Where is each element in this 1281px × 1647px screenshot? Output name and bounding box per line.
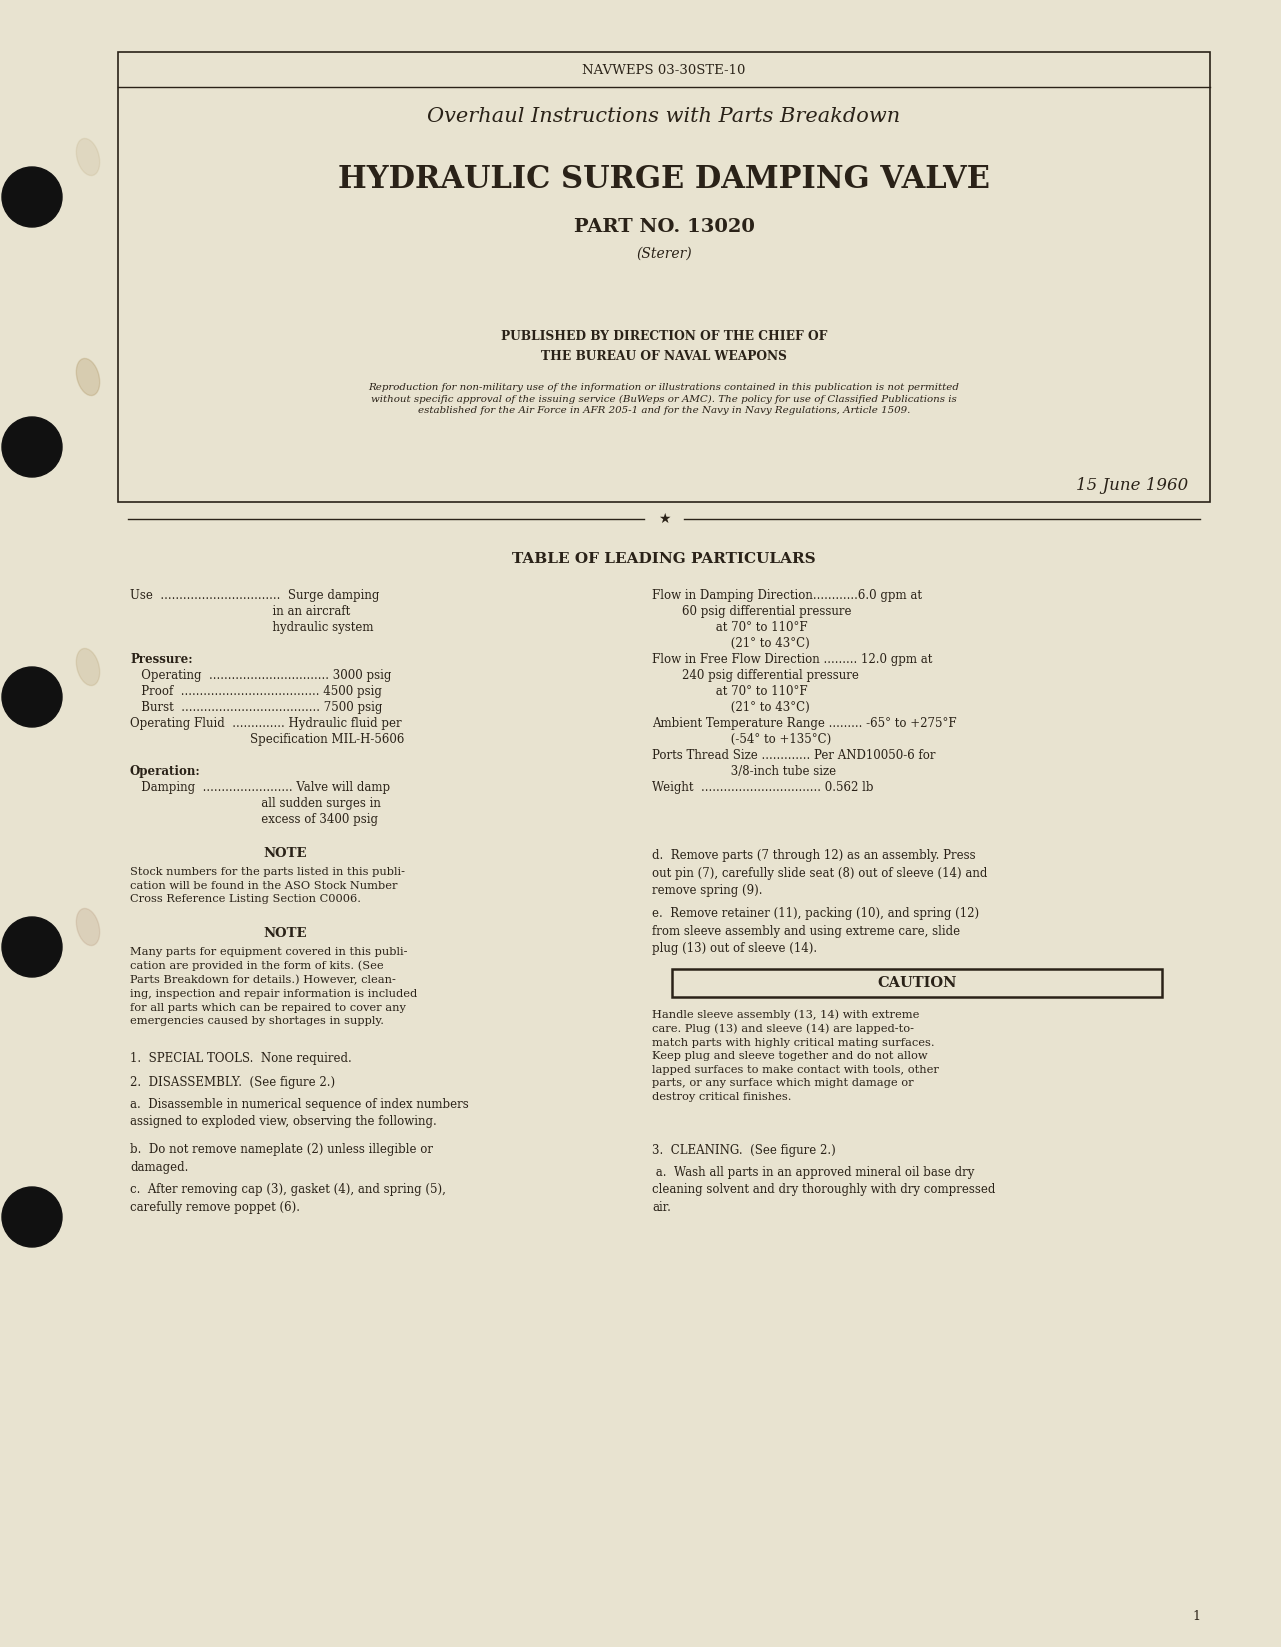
Text: 240 psig differential pressure: 240 psig differential pressure xyxy=(652,669,858,682)
Text: Stock numbers for the parts listed in this publi-
cation will be found in the AS: Stock numbers for the parts listed in th… xyxy=(129,866,405,904)
Text: THE BUREAU OF NAVAL WEAPONS: THE BUREAU OF NAVAL WEAPONS xyxy=(541,351,787,364)
Text: Ports Thread Size ............. Per AND10050-6 for: Ports Thread Size ............. Per AND1… xyxy=(652,749,935,763)
Ellipse shape xyxy=(77,909,100,945)
Ellipse shape xyxy=(77,359,100,395)
Text: Burst  ..................................... 7500 psig: Burst ..................................… xyxy=(129,702,382,715)
Text: NOTE: NOTE xyxy=(264,847,306,860)
Bar xyxy=(673,968,1162,996)
Text: HYDRAULIC SURGE DAMPING VALVE: HYDRAULIC SURGE DAMPING VALVE xyxy=(338,163,990,194)
Text: 3.  CLEANING.  (See figure 2.): 3. CLEANING. (See figure 2.) xyxy=(652,1145,835,1156)
Text: TABLE OF LEADING PARTICULARS: TABLE OF LEADING PARTICULARS xyxy=(512,552,816,567)
Text: Proof  ..................................... 4500 psig: Proof ..................................… xyxy=(129,685,382,698)
Text: a.  Disassemble in numerical sequence of index numbers
assigned to exploded view: a. Disassemble in numerical sequence of … xyxy=(129,1099,469,1128)
Text: (21° to 43°C): (21° to 43°C) xyxy=(652,702,810,715)
Text: 60 psig differential pressure: 60 psig differential pressure xyxy=(652,604,852,618)
Circle shape xyxy=(3,667,61,726)
Circle shape xyxy=(3,166,61,227)
Text: Reproduction for non-military use of the information or illustrations contained : Reproduction for non-military use of the… xyxy=(369,382,959,415)
Text: PART NO. 13020: PART NO. 13020 xyxy=(574,217,755,236)
Text: Flow in Free Flow Direction ......... 12.0 gpm at: Flow in Free Flow Direction ......... 12… xyxy=(652,652,933,665)
Text: Ambient Temperature Range ......... -65° to +275°F: Ambient Temperature Range ......... -65°… xyxy=(652,716,957,730)
Text: excess of 3400 psig: excess of 3400 psig xyxy=(129,814,378,827)
Text: Operation:: Operation: xyxy=(129,764,201,777)
Text: 1: 1 xyxy=(1193,1611,1200,1624)
Text: Flow in Damping Direction............6.0 gpm at: Flow in Damping Direction............6.0… xyxy=(652,590,922,603)
Text: Many parts for equipment covered in this publi-
cation are provided in the form : Many parts for equipment covered in this… xyxy=(129,947,418,1026)
Text: (Sterer): (Sterer) xyxy=(637,247,692,260)
Text: (-54° to +135°C): (-54° to +135°C) xyxy=(652,733,831,746)
Circle shape xyxy=(3,417,61,478)
Text: (21° to 43°C): (21° to 43°C) xyxy=(652,637,810,651)
Text: 15 June 1960: 15 June 1960 xyxy=(1076,476,1187,494)
Text: NAVWEPS 03-30STE-10: NAVWEPS 03-30STE-10 xyxy=(583,64,746,76)
Text: Handle sleeve assembly (13, 14) with extreme
care. Plug (13) and sleeve (14) are: Handle sleeve assembly (13, 14) with ext… xyxy=(652,1010,939,1102)
Text: ★: ★ xyxy=(657,512,670,525)
Text: c.  After removing cap (3), gasket (4), and spring (5),
carefully remove poppet : c. After removing cap (3), gasket (4), a… xyxy=(129,1183,446,1214)
Text: Overhaul Instructions with Parts Breakdown: Overhaul Instructions with Parts Breakdo… xyxy=(428,107,901,127)
Text: CAUTION: CAUTION xyxy=(877,977,957,990)
Circle shape xyxy=(3,1187,61,1247)
Text: 1.  SPECIAL TOOLS.  None required.: 1. SPECIAL TOOLS. None required. xyxy=(129,1052,352,1066)
Text: Pressure:: Pressure: xyxy=(129,652,192,665)
Text: b.  Do not remove nameplate (2) unless illegible or
damaged.: b. Do not remove nameplate (2) unless il… xyxy=(129,1143,433,1174)
Ellipse shape xyxy=(77,649,100,685)
Text: at 70° to 110°F: at 70° to 110°F xyxy=(652,621,807,634)
Text: hydraulic system: hydraulic system xyxy=(129,621,374,634)
Text: in an aircraft: in an aircraft xyxy=(129,604,350,618)
Text: NOTE: NOTE xyxy=(264,927,306,940)
Text: all sudden surges in: all sudden surges in xyxy=(129,797,380,810)
Text: e.  Remove retainer (11), packing (10), and spring (12)
from sleeve assembly and: e. Remove retainer (11), packing (10), a… xyxy=(652,907,979,955)
Text: 3/8-inch tube size: 3/8-inch tube size xyxy=(652,764,836,777)
Bar xyxy=(118,53,1211,502)
Text: Use  ................................  Surge damping: Use ................................ Sur… xyxy=(129,590,379,603)
Text: a.  Wash all parts in an approved mineral oil base dry
cleaning solvent and dry : a. Wash all parts in an approved mineral… xyxy=(652,1166,995,1214)
Text: Damping  ........................ Valve will damp: Damping ........................ Valve w… xyxy=(129,781,391,794)
Text: Operating Fluid  .............. Hydraulic fluid per: Operating Fluid .............. Hydraulic… xyxy=(129,716,402,730)
Text: Weight  ................................ 0.562 lb: Weight ................................ … xyxy=(652,781,874,794)
Text: at 70° to 110°F: at 70° to 110°F xyxy=(652,685,807,698)
Text: PUBLISHED BY DIRECTION OF THE CHIEF OF: PUBLISHED BY DIRECTION OF THE CHIEF OF xyxy=(501,331,828,344)
Circle shape xyxy=(3,917,61,977)
Text: Specification MIL-H-5606: Specification MIL-H-5606 xyxy=(129,733,405,746)
Text: 2.  DISASSEMBLY.  (See figure 2.): 2. DISASSEMBLY. (See figure 2.) xyxy=(129,1075,336,1089)
Text: d.  Remove parts (7 through 12) as an assembly. Press
out pin (7), carefully sli: d. Remove parts (7 through 12) as an ass… xyxy=(652,848,988,898)
Ellipse shape xyxy=(77,138,100,176)
Text: Operating  ................................ 3000 psig: Operating ..............................… xyxy=(129,669,392,682)
